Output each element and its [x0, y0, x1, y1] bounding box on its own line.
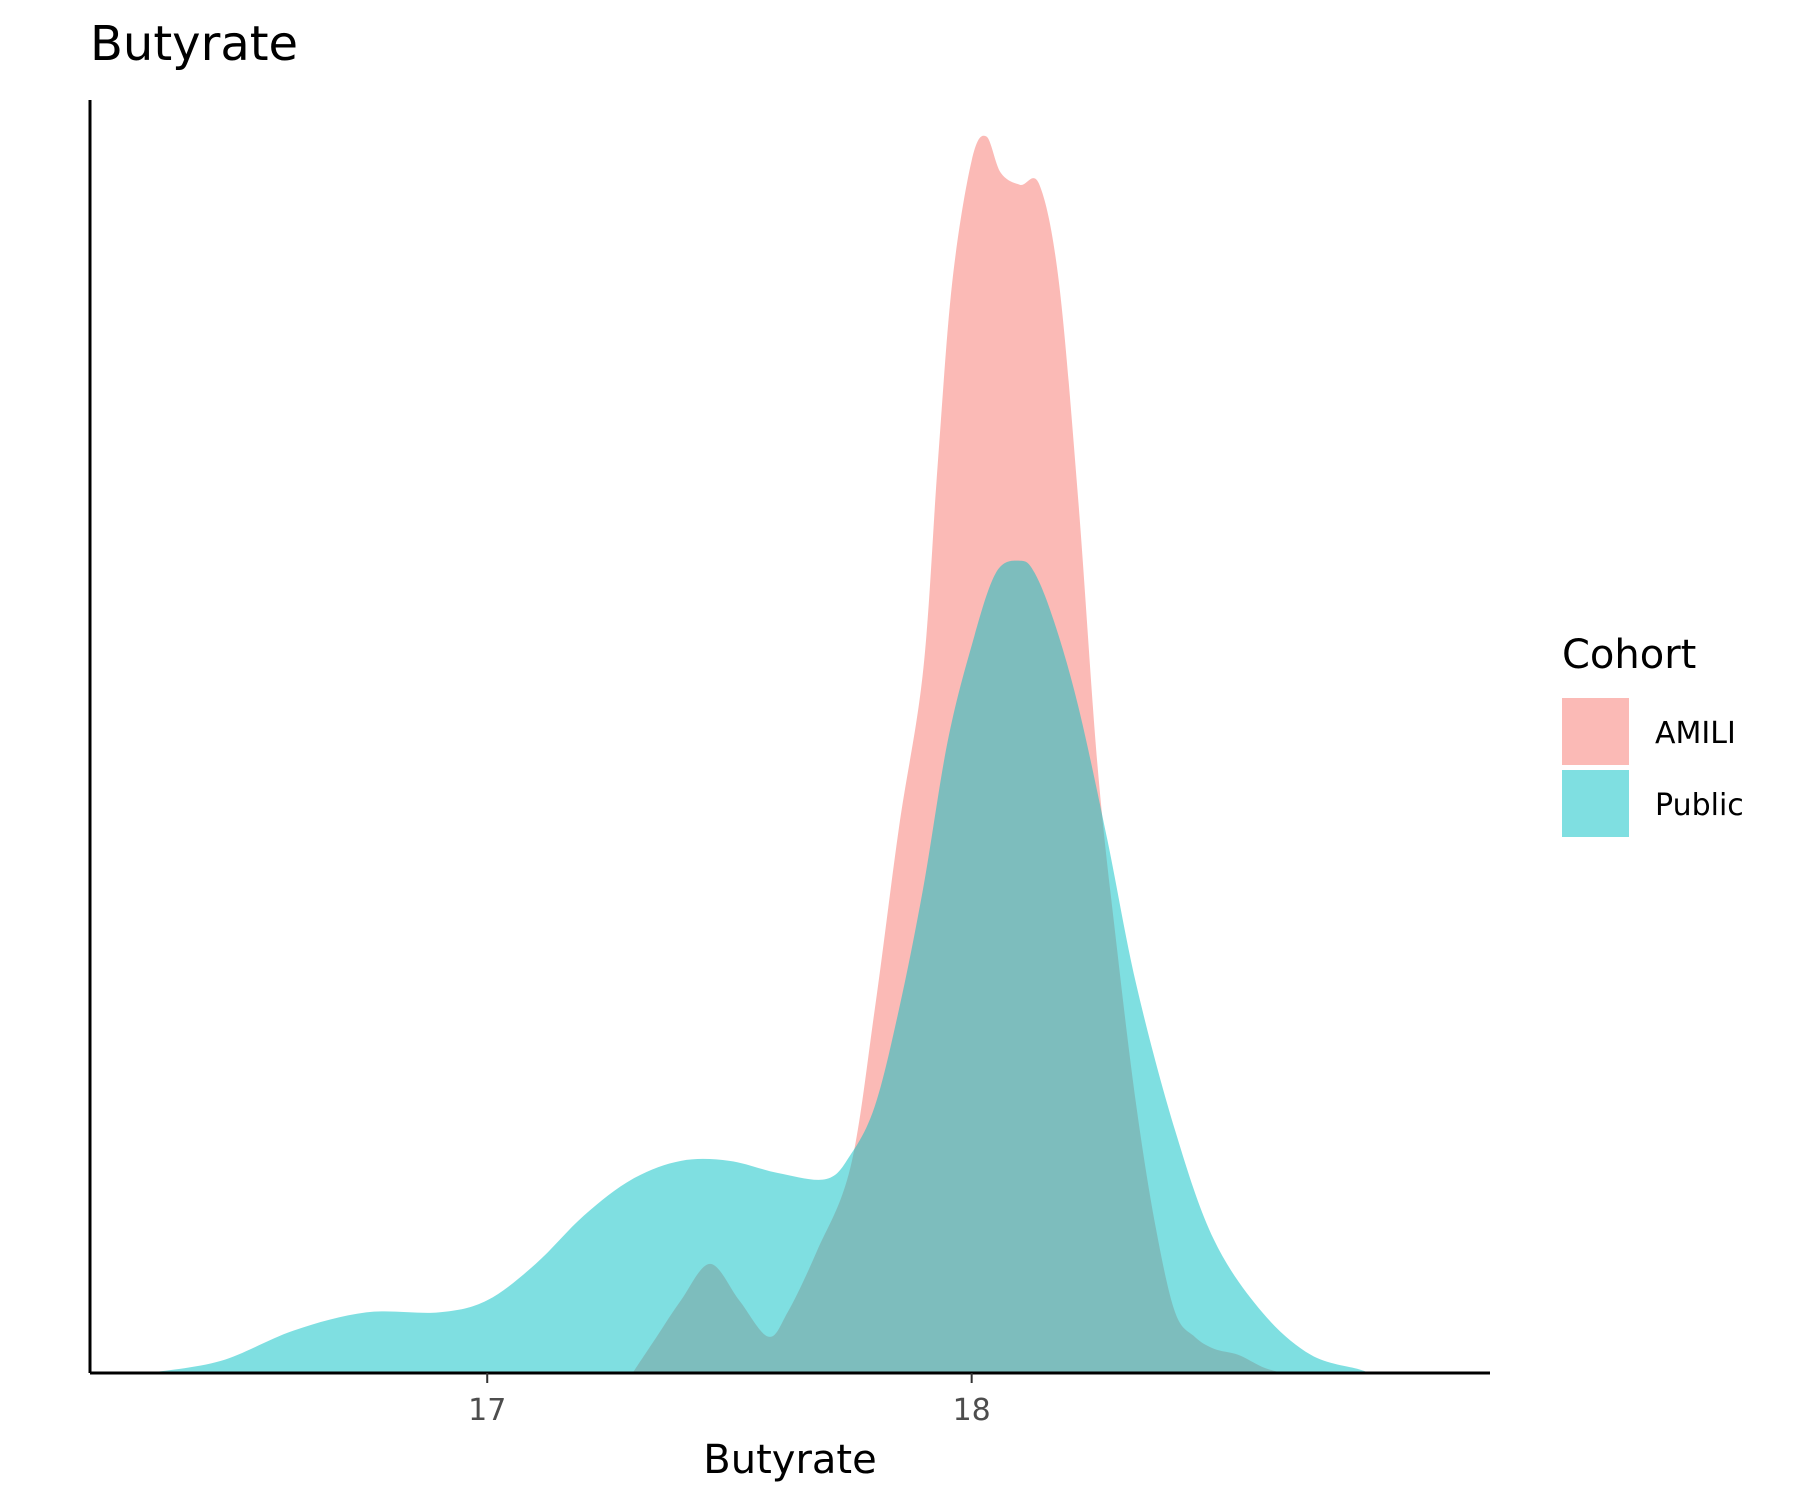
- x-tick-label: 18: [953, 1393, 991, 1428]
- series-layer: [148, 135, 1369, 1373]
- chart-title: Butyrate: [90, 16, 298, 72]
- x-tick-label: 17: [468, 1393, 506, 1428]
- legend-label-public: Public: [1655, 788, 1744, 823]
- legend-items: AMILI Public: [1562, 698, 1744, 837]
- density-area-public: [148, 560, 1369, 1373]
- x-ticks: 17 18: [468, 1373, 991, 1428]
- legend-label-amili: AMILI: [1655, 716, 1736, 751]
- x-axis-title: Butyrate: [703, 1437, 876, 1483]
- legend: Cohort AMILI Public: [1562, 632, 1744, 837]
- legend-swatch-amili: [1562, 698, 1629, 765]
- legend-title: Cohort: [1562, 632, 1696, 678]
- legend-swatch-public: [1562, 770, 1629, 837]
